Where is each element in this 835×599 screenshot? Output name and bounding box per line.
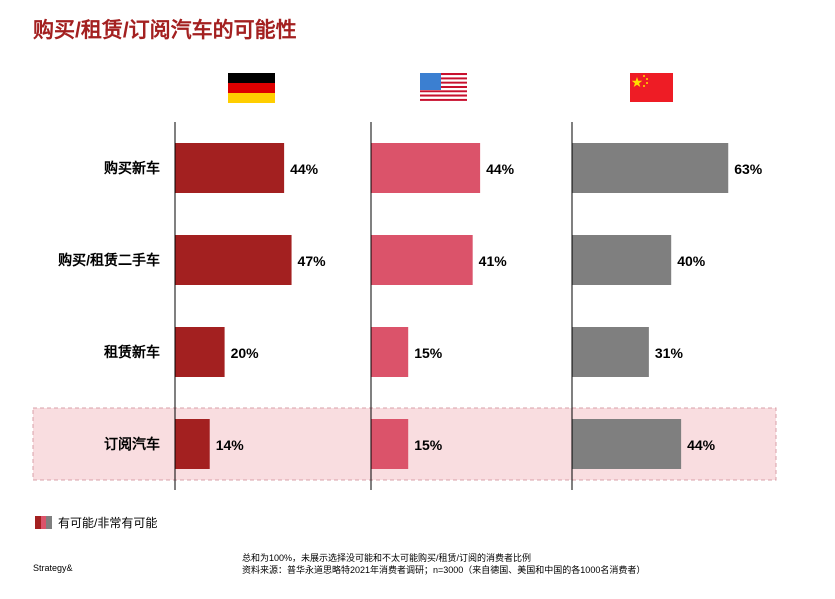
bar-china	[572, 235, 672, 285]
category-label: 租赁新车	[104, 344, 160, 360]
data-label: 31%	[655, 345, 684, 361]
bar-germany	[175, 143, 285, 193]
data-label: 15%	[414, 437, 443, 453]
usa-flag-icon	[420, 73, 467, 104]
data-label: 14%	[216, 437, 245, 453]
data-label: 44%	[486, 161, 515, 177]
category-label: 购买新车	[104, 160, 160, 176]
flag-stripe	[420, 88, 467, 91]
flag-star	[631, 77, 643, 87]
bar-usa	[371, 419, 409, 469]
data-label: 63%	[734, 161, 763, 177]
flag-stripe	[420, 85, 467, 89]
flag-stripe	[420, 96, 467, 99]
bar-usa	[371, 143, 481, 193]
flag-canton	[420, 73, 441, 90]
data-label: 47%	[298, 253, 327, 269]
flag-stripe	[420, 83, 467, 86]
data-label: 41%	[479, 253, 508, 269]
flag-stripe	[420, 92, 467, 95]
bar-china	[572, 419, 682, 469]
flag-stripe	[420, 94, 467, 97]
legend: 有可能/非常有可能	[35, 514, 157, 531]
category-label: 购买/租赁二手车	[58, 252, 160, 268]
flag-small-star	[646, 82, 648, 84]
flag-stripe	[420, 73, 467, 76]
bar-usa	[371, 327, 409, 377]
data-label: 40%	[677, 253, 706, 269]
flag-stripe	[420, 90, 467, 93]
page-title: 购买/租赁/订阅汽车的可能性	[33, 19, 297, 42]
legend-label: 有可能/非常有可能	[58, 516, 158, 530]
flag-stripe	[420, 98, 467, 101]
data-label: 44%	[687, 437, 716, 453]
flag-stripe	[420, 81, 467, 84]
flag-stripe	[420, 100, 467, 104]
bar-china	[572, 143, 729, 193]
bar-germany	[175, 419, 210, 469]
footnote-1: 总和为100%，未展示选择没可能和不太可能购买/租赁/订阅的消费者比例	[242, 553, 532, 563]
flag-stripe	[420, 75, 467, 78]
flag-field	[630, 73, 673, 102]
data-label: 20%	[231, 345, 260, 361]
data-label: 44%	[290, 161, 319, 177]
flag-stripe	[228, 83, 275, 93]
footnote-2: 资料来源：普华永道思略特2021年消费者调研；n=3000（来自德国、美国和中国…	[242, 565, 646, 575]
flag-small-star	[646, 78, 648, 80]
legend-swatch	[35, 516, 53, 529]
footnotes: 总和为100%，未展示选择没可能和不太可能购买/租赁/订阅的消费者比例 资料来源…	[242, 552, 645, 576]
flag-stripe	[420, 79, 467, 82]
brand-label: Strategy&	[33, 563, 73, 573]
category-label: 订阅汽车	[104, 436, 160, 452]
flag-stripe	[228, 73, 275, 83]
flag-stripe	[228, 93, 275, 103]
germany-flag-icon	[228, 73, 275, 103]
flag-small-star	[643, 85, 645, 87]
bar-germany	[175, 235, 292, 285]
bar-usa	[371, 235, 473, 285]
bar-china	[572, 327, 649, 377]
flag-small-star	[643, 75, 645, 77]
china-flag-icon	[630, 73, 673, 102]
data-label: 15%	[414, 345, 443, 361]
bar-germany	[175, 327, 225, 377]
flag-stripe	[420, 77, 467, 80]
